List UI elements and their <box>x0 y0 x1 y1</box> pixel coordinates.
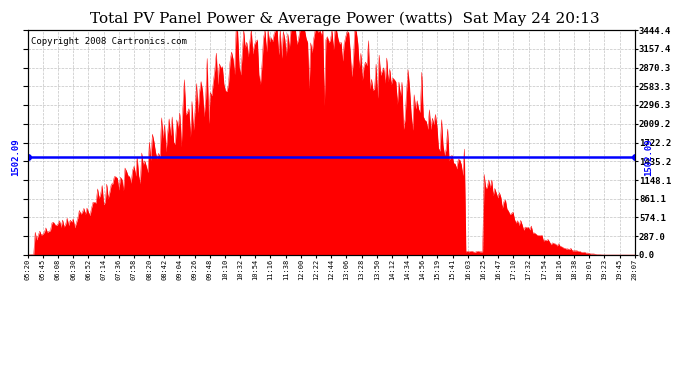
Text: Copyright 2008 Cartronics.com: Copyright 2008 Cartronics.com <box>30 37 186 46</box>
Text: 1502.09: 1502.09 <box>11 138 20 176</box>
Text: Total PV Panel Power & Average Power (watts)  Sat May 24 20:13: Total PV Panel Power & Average Power (wa… <box>90 11 600 26</box>
Text: 1502.09: 1502.09 <box>644 138 653 176</box>
